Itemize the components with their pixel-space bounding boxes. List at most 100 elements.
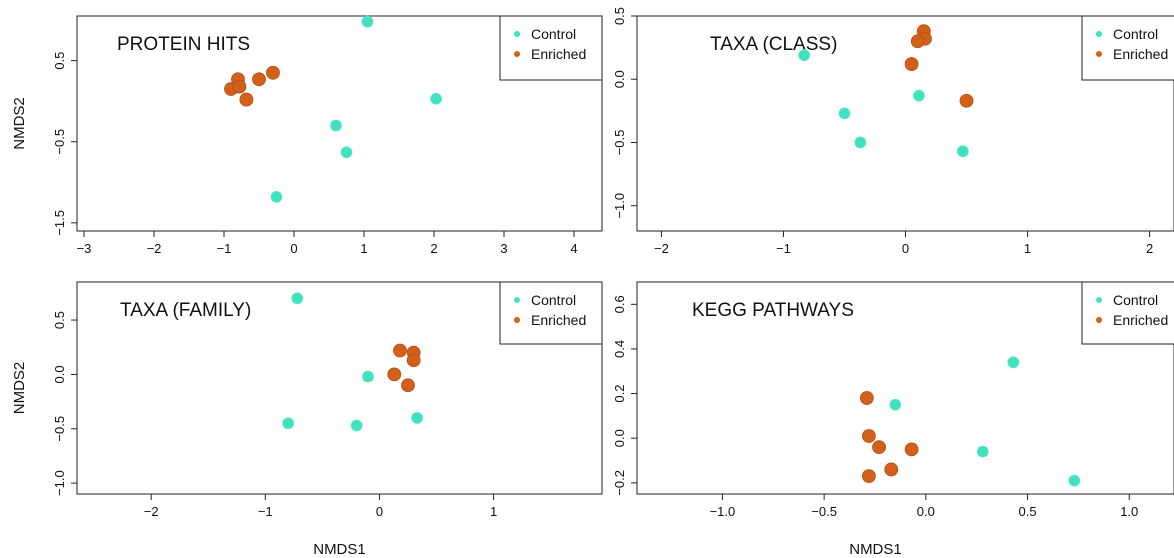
data-point-control [411,411,424,424]
legend-box [1081,15,1174,81]
y-tick-label: 0.5 [52,52,67,70]
data-point-control [913,89,925,102]
y-tick-label: 0.2 [612,385,627,403]
legend: Control Enriched [1081,281,1174,345]
data-point-enriched [387,367,402,382]
x-tick-label: 3 [500,241,507,256]
data-point-enriched [904,442,919,457]
data-point-enriched [406,353,421,368]
plot-frame [76,281,603,495]
legend-label-control: Control [531,292,576,308]
data-point-control [282,417,295,430]
x-tick-label: 2 [430,241,437,256]
x-axis-title: NMDS1 [849,541,902,558]
x-tick-label: 1 [490,504,497,519]
data-point-control [430,92,443,105]
data-point-enriched [266,65,280,80]
x-tick-label: 0.5 [1019,504,1037,519]
x-tick-label: −1 [776,241,791,256]
data-point-control [330,119,342,132]
data-point-control [350,419,363,432]
data-point-control [956,145,969,158]
legend-marker-control [514,297,520,303]
chart-panel-1: −3 −2 −1 0 1 2 3 4 −1.5 −0.5 0.5 NMDS2 PROTEIN HITS C… [11,15,603,256]
data-point-control [291,292,304,305]
chart-panel-3: −2 −1 0 1 −1.0 −0.5 0.0 0.5 NMDS2 NMDS1 TAXA (FAMI… [11,281,603,558]
y-tick-label: −1.0 [52,470,67,496]
data-point-control [976,445,989,458]
chart-panel-2: −2 −1 0 1 2 −1.0 −0.5 0.0 0.5 TAXA (CLASS) Control… [612,7,1174,256]
x-tick-label: −1.0 [710,504,736,519]
legend-label-enriched: Enriched [531,46,586,62]
data-point-control [1068,474,1081,487]
x-tick-label: −2 [654,241,669,256]
data-point-control [798,49,811,62]
legend-label-control: Control [1113,26,1158,42]
legend-marker-control [1096,31,1102,37]
x-tick-label: 0 [376,504,383,519]
legend-box [499,281,603,345]
data-point-enriched [884,462,899,477]
plot-frame [636,281,1174,495]
y-tick-label: 0.0 [612,429,627,447]
y-tick-label: 0.5 [612,7,627,25]
plot-frame [76,15,603,232]
legend-label-enriched: Enriched [1113,46,1168,62]
y-tick-label: 0.4 [612,340,627,358]
data-point-control [1007,356,1020,369]
data-point-enriched [861,429,876,443]
y-tick-label: −1.0 [612,193,627,219]
legend-marker-enriched [1096,317,1102,323]
panel-title: TAXA (FAMILY) [120,300,251,321]
legend-marker-enriched [514,51,520,57]
x-tick-label: 0.0 [917,504,935,519]
y-tick-label: 0.5 [52,311,67,329]
panel-title: KEGG PATHWAYS [692,300,854,321]
y-axis-title: NMDS2 [11,97,28,150]
data-point-enriched [904,57,919,71]
data-point-enriched [393,343,407,358]
y-axis-title: NMDS2 [11,362,28,415]
y-tick-label: −0.5 [52,129,67,155]
data-point-enriched [872,440,886,455]
data-point-control [854,136,867,149]
y-tick-label: −0.2 [612,470,627,496]
x-tick-label: 0 [902,241,909,256]
legend-label-control: Control [531,26,576,42]
x-tick-label: 4 [570,241,577,256]
y-tick-label: −0.5 [52,416,67,442]
legend-label-enriched: Enriched [1113,312,1168,328]
data-point-enriched [859,391,874,405]
x-tick-label: −1 [258,504,273,519]
y-tick-label: 0.6 [612,295,627,313]
data-point-enriched [239,92,254,107]
data-point-enriched [861,469,876,484]
y-tick-label: −0.5 [612,130,627,156]
y-tick-label: 0.0 [52,365,67,383]
x-tick-label: 1 [1024,241,1031,256]
legend-marker-enriched [1096,51,1102,57]
legend-box [1081,281,1174,345]
x-tick-label: 0 [290,241,297,256]
y-tick-label: −1.5 [52,210,67,236]
data-point-control [361,15,374,28]
data-point-enriched [232,79,247,94]
x-tick-label: −2 [144,504,159,519]
data-point-control [362,370,374,383]
data-point-enriched [252,72,266,87]
x-tick-label: −2 [147,241,162,256]
legend-marker-control [514,31,520,37]
legend: Control Enriched [1081,15,1174,81]
legend: Control Enriched [499,15,603,81]
legend-label-enriched: Enriched [531,312,586,328]
x-tick-label: 2 [1146,241,1153,256]
legend: Control Enriched [499,281,603,345]
panel-title: TAXA (CLASS) [710,34,837,55]
x-tick-label: −3 [77,241,92,256]
x-tick-label: 1 [360,241,367,256]
data-point-control [838,107,851,120]
chart-panel-4: −1.0 −0.5 0.0 0.5 1.0 −0.2 0.0 0.2 0.4 0.6 NMDS1 KE… [612,281,1174,558]
legend-marker-enriched [514,317,520,323]
x-tick-label: −0.5 [811,504,837,519]
